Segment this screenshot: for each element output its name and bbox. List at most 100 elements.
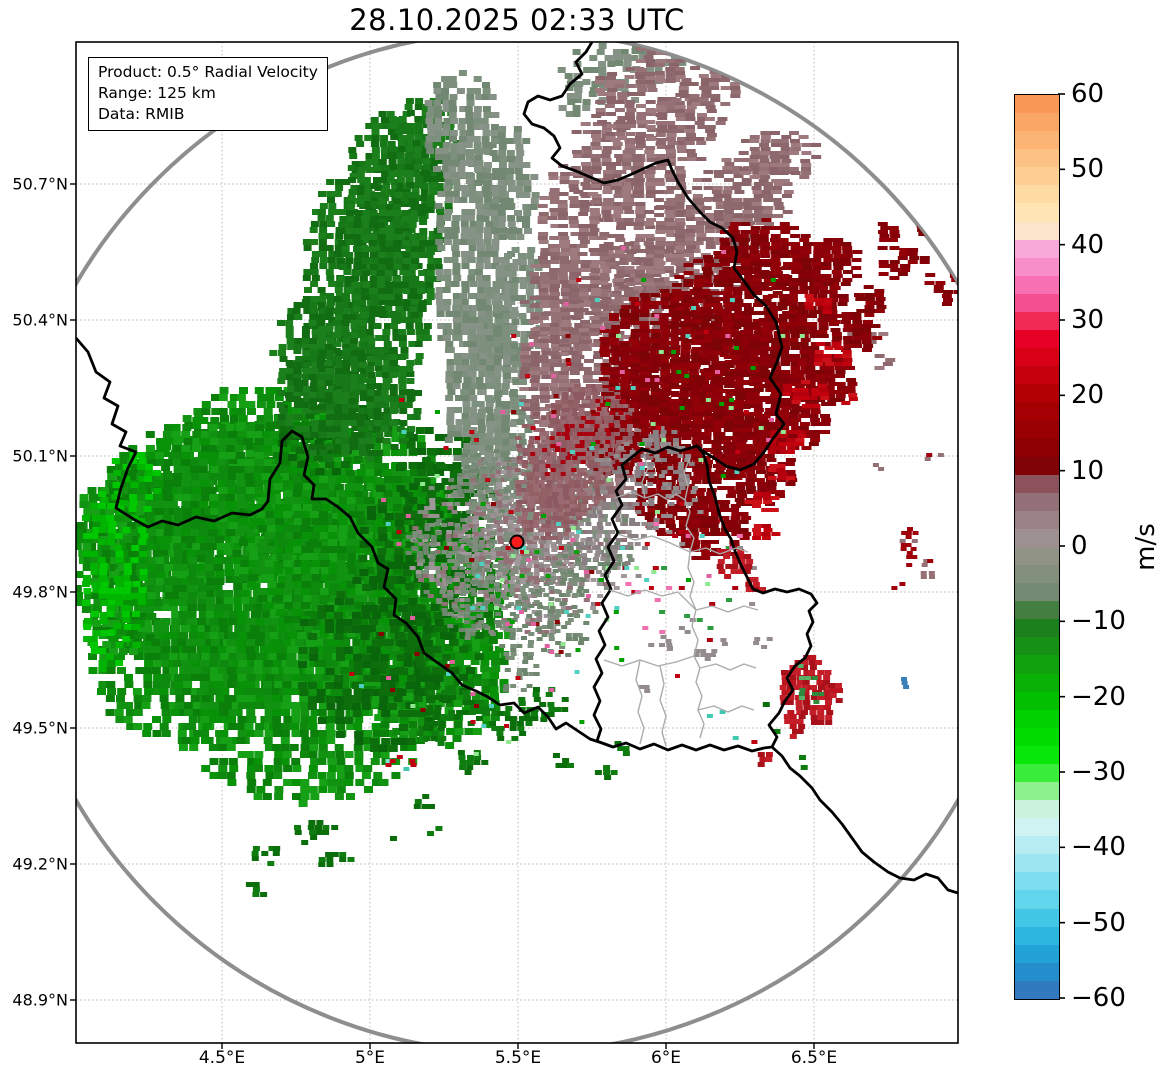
colorbar-band (1015, 565, 1059, 584)
country-border (771, 745, 958, 895)
velocity-region-blue-dot (901, 677, 910, 689)
colorbar-band (1015, 510, 1059, 529)
colorbar-band (1015, 221, 1059, 240)
velocity-region-field-noise (349, 246, 805, 756)
colorbar-tick-label: 20 (1071, 380, 1105, 411)
colorbar-band (1015, 637, 1059, 656)
y-tick-label: 49.8°N (12, 582, 68, 602)
colorbar-tick-label: −20 (1071, 681, 1126, 712)
colorbar-band (1015, 890, 1059, 909)
colorbar-band (1015, 655, 1059, 674)
colorbar-band (1015, 149, 1059, 168)
x-tick-label: 6°E (650, 1048, 682, 1068)
y-tick-label: 50.7°N (12, 174, 68, 194)
canton-border (603, 655, 695, 667)
canton-border (659, 665, 667, 747)
colorbar-band (1015, 402, 1059, 421)
colorbar-tick-label: 50 (1071, 154, 1105, 185)
colorbar-band (1015, 908, 1059, 927)
plot-frame (75, 41, 959, 1044)
colorbar-band (1015, 239, 1059, 258)
colorbar-tick-label: 60 (1071, 79, 1105, 109)
product-line: Product: 0.5° Radial Velocity (98, 63, 318, 81)
velocity-region-ne-bright-red (744, 294, 858, 540)
colorbar-band (1015, 619, 1059, 638)
colorbar-band (1015, 311, 1059, 331)
plot-area (76, 42, 958, 1043)
colorbar-tick-label: −10 (1071, 606, 1126, 637)
canton-border (635, 659, 645, 745)
x-tick-label: 5°E (354, 1048, 386, 1068)
colorbar-band (1015, 366, 1059, 385)
colorbar-tick-label: −60 (1071, 983, 1126, 1013)
velocity-region-north-graygreen-column (424, 70, 545, 535)
country-border (522, 42, 786, 472)
colorbar-band (1015, 926, 1059, 945)
velocity-region-lux-noise (622, 522, 757, 650)
data-source-line: Data: RMIB (98, 105, 185, 124)
colorbar (1014, 94, 1060, 1000)
velocity-region-south-mixed-specks (385, 710, 758, 771)
colorbar-band (1015, 203, 1059, 222)
colorbar-band (1015, 330, 1059, 349)
y-tick-label: 49.5°N (12, 718, 68, 738)
canton-border (609, 589, 759, 613)
colorbar-tick-label: −40 (1071, 832, 1126, 863)
colorbar-band (1015, 257, 1059, 276)
colorbar-band (1015, 763, 1059, 782)
colorbar-band (1015, 872, 1059, 891)
colorbar-tick-label: 10 (1071, 455, 1105, 486)
colorbar-tick-label: 30 (1071, 305, 1105, 335)
canton-border (683, 457, 691, 501)
colorbar-band (1015, 800, 1059, 819)
product-info-box: Product: 0.5° Radial Velocity Range: 125… (88, 57, 328, 132)
colorbar-band (1015, 456, 1059, 475)
colorbar-unit-label: m/s (1131, 523, 1161, 571)
colorbar-band (1015, 384, 1059, 403)
colorbar-band (1015, 962, 1059, 981)
colorbar-band (1015, 95, 1059, 114)
colorbar-band (1015, 583, 1059, 602)
canton-border (699, 663, 757, 671)
colorbar-band (1015, 745, 1059, 764)
x-tick-label: 5.5°E (494, 1048, 542, 1068)
range-line: Range: 125 km (98, 84, 216, 103)
colorbar-band (1015, 781, 1059, 801)
colorbar-tick-label: −30 (1071, 757, 1126, 787)
colorbar-band (1015, 980, 1059, 999)
velocity-region-right-edge-specks (872, 453, 944, 590)
velocity-field (76, 42, 958, 897)
y-tick-label: 50.1°N (12, 446, 68, 466)
colorbar-band (1015, 185, 1059, 204)
canton-border (641, 455, 649, 499)
colorbar-band (1015, 818, 1059, 837)
y-tick-label: 48.9°N (12, 990, 68, 1010)
velocity-region-south-green-specks (245, 685, 808, 897)
country-border (592, 444, 819, 753)
colorbar-band (1015, 438, 1059, 457)
x-tick-label: 6.5°E (790, 1048, 838, 1068)
colorbar-band (1015, 709, 1059, 728)
colorbar-band (1015, 836, 1059, 855)
colorbar-band (1015, 673, 1059, 692)
colorbar-band (1015, 601, 1059, 620)
colorbar-band (1015, 474, 1059, 493)
colorbar-band (1015, 854, 1059, 873)
velocity-region-east-red-blobs (716, 549, 843, 767)
colorbar-band (1015, 275, 1059, 294)
colorbar-band (1015, 528, 1059, 547)
colorbar-band (1015, 727, 1059, 746)
colorbar-band (1015, 944, 1059, 963)
colorbar-tick-label: 40 (1071, 229, 1105, 260)
canton-border (691, 609, 705, 739)
canton-border (687, 551, 697, 611)
radar-site-marker (509, 534, 525, 550)
colorbar-band (1015, 546, 1059, 566)
velocity-region-center-maroon-wedge (514, 384, 635, 540)
colorbar-band (1015, 113, 1059, 132)
colorbar-band (1015, 131, 1059, 150)
colorbar-band (1015, 492, 1059, 511)
colorbar-band (1015, 348, 1059, 367)
